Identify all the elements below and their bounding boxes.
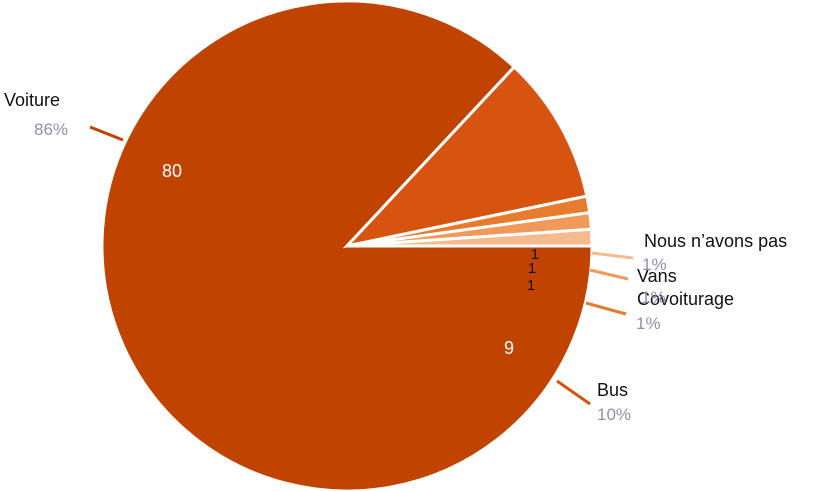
leader-line-4 [591, 251, 634, 260]
slice-percent-label: 1% [641, 288, 666, 307]
pie-slice-bus [342, 64, 589, 249]
slice-value-label: 1 [527, 277, 535, 294]
pie-slice-nous-n-avons-pas [346, 227, 594, 248]
leader-line-3 [589, 268, 629, 281]
slice-category-label: Nous n’avons pas [644, 231, 787, 251]
slice-value-label: 1 [531, 246, 539, 263]
slice-value-label: 1 [528, 260, 536, 277]
slice-category-label: Bus [597, 380, 628, 400]
slice-percent-label: 1% [636, 314, 661, 333]
slice-percent-label: 10% [597, 405, 631, 424]
slice-value-label: 9 [504, 338, 514, 358]
slice-category-label: Voiture [4, 90, 60, 110]
leader-line-2 [585, 301, 627, 316]
slice-percent-label: 86% [34, 120, 68, 139]
leader-line-1 [556, 379, 591, 406]
leader-line-0 [89, 125, 124, 142]
slice-percent-label: 1% [642, 255, 667, 274]
slice-value-label: 80 [162, 161, 182, 181]
slice-category-label: Vans [637, 266, 677, 286]
slice-category-label: Covoiturage [637, 289, 734, 309]
